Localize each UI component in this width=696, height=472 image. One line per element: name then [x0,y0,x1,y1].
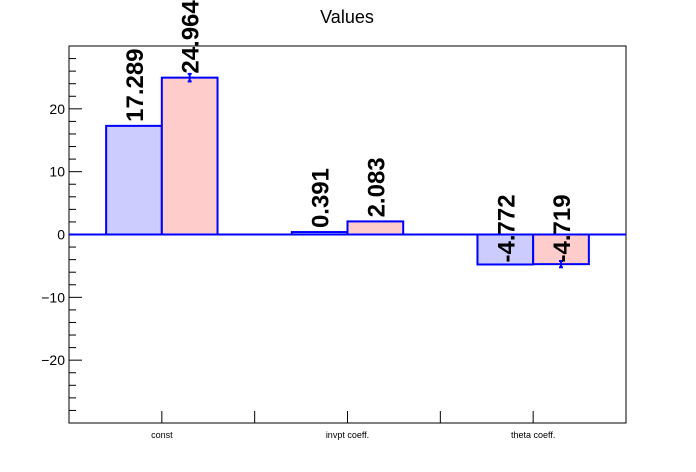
y-tick-label: 10 [49,164,65,180]
data-label: 0.391 [308,168,335,228]
data-label: -4.772 [493,194,520,262]
y-axis: −20 −10 0 10 20 [41,58,82,411]
bar [160,76,219,236]
data-label: 24.964 [178,0,205,74]
chart-title: Values [320,7,374,27]
y-tick-label: −20 [41,352,65,368]
data-label: 2.083 [363,157,390,217]
x-axis: const invpt coeff. theta coeff. [151,411,555,440]
x-tick-label: const [151,430,173,440]
bar [105,124,163,236]
bar [346,220,405,236]
bar [532,233,590,266]
data-label: 17.289 [122,48,149,121]
data-labels: 17.289 0.391 -4.772 24.964 2.083 -4.719 [122,0,576,263]
y-tick-label: 0 [57,227,65,243]
x-tick-label: theta coeff. [511,430,555,440]
bars [105,72,590,269]
data-label: -4.719 [549,194,576,262]
x-tick-label: invpt coeff. [326,430,369,440]
y-tick-label: 20 [49,101,65,117]
y-tick-label: −10 [41,289,65,305]
